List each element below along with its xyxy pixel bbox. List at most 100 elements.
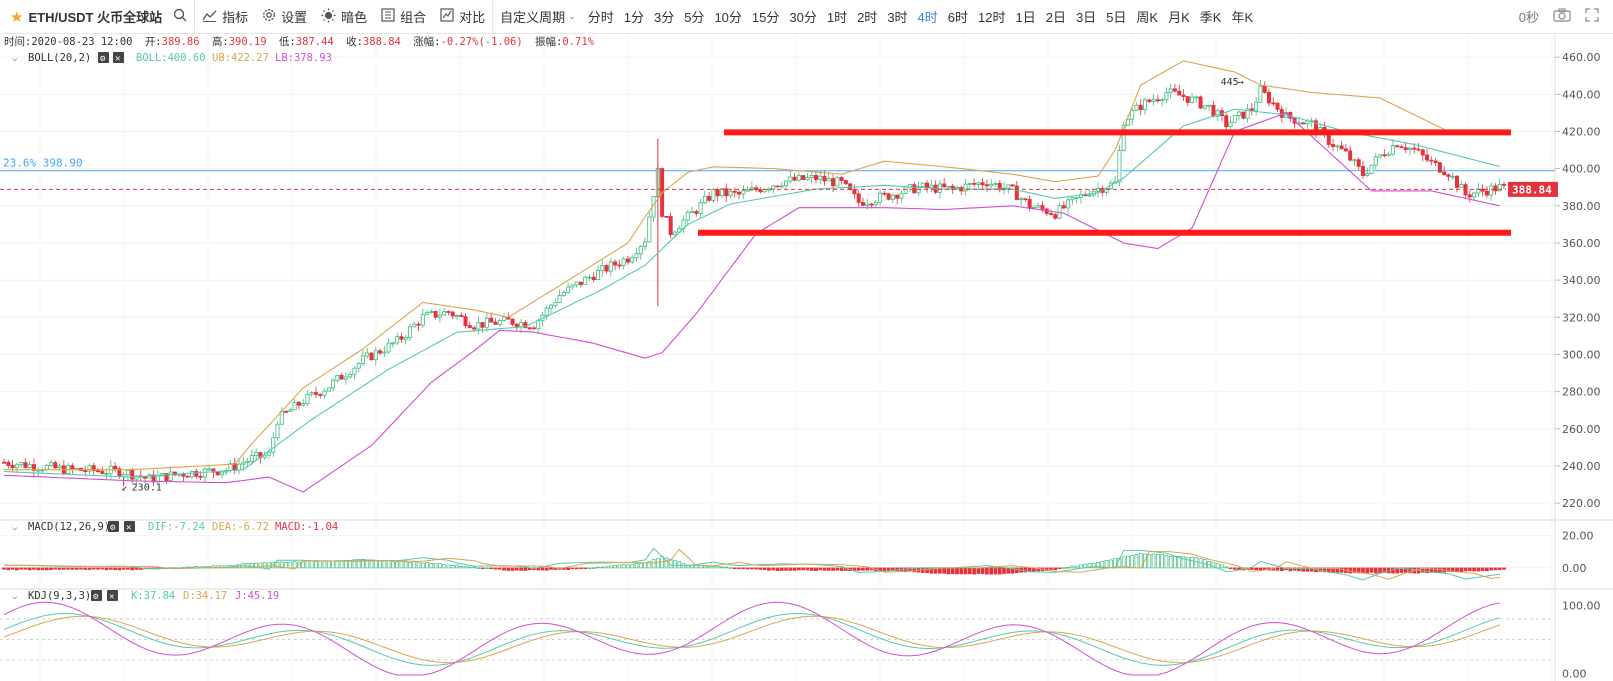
compare-button[interactable]: 对比 — [433, 0, 492, 34]
candle-body — [284, 410, 289, 413]
candle-body — [630, 257, 635, 263]
period-14[interactable]: 2日 — [1045, 10, 1066, 25]
candle-body — [442, 311, 447, 316]
macd-bar — [566, 567, 570, 570]
macd-bar — [91, 567, 96, 570]
macd-bar — [1480, 567, 1485, 572]
camera-icon — [1553, 8, 1571, 25]
boll-close-icon[interactable] — [113, 52, 124, 63]
macd-bar — [1121, 556, 1126, 569]
macd-bar — [797, 567, 801, 571]
period-3[interactable]: 5分 — [684, 10, 705, 25]
period-6[interactable]: 30分 — [789, 10, 817, 25]
candle-body — [843, 180, 848, 185]
period-17[interactable]: 周K — [1136, 10, 1159, 25]
macd-bar — [352, 559, 357, 569]
candle-body — [925, 182, 930, 188]
candle-body — [1407, 147, 1412, 151]
macd-bar — [822, 567, 827, 571]
kdj-axis: 100.00 0.00 — [1562, 599, 1601, 680]
period-8[interactable]: 2时 — [857, 10, 878, 25]
period-13[interactable]: 1日 — [1015, 10, 1036, 25]
candle-body — [600, 265, 605, 271]
macd-bar — [1049, 567, 1053, 570]
chevron-down-icon[interactable]: ⌵ — [12, 523, 18, 533]
candle-body — [1237, 111, 1242, 116]
macd-bar — [506, 567, 511, 571]
macd-bar — [651, 559, 656, 569]
macd-bar — [1305, 567, 1310, 572]
candle-body — [1198, 96, 1203, 109]
candle-body — [1356, 159, 1361, 167]
period-1[interactable]: 1分 — [623, 10, 644, 25]
candle-body — [23, 462, 28, 468]
candle-body — [638, 246, 643, 255]
screenshot-button[interactable] — [1546, 0, 1578, 34]
candle-body — [1202, 104, 1207, 109]
symbol-selector[interactable]: ★ ETH/USDT 火币全球站 — [0, 0, 166, 34]
candle-body — [685, 211, 690, 221]
macd-bar — [1463, 567, 1468, 572]
period-12[interactable]: 12时 — [978, 10, 1006, 25]
candle-body — [215, 471, 220, 476]
macd-bar — [1130, 555, 1135, 569]
period-10[interactable]: 4时 — [917, 10, 938, 25]
macd-bar — [361, 559, 365, 569]
candle-body — [331, 379, 336, 389]
macd-close-icon[interactable] — [124, 521, 135, 532]
combo-button[interactable]: 组合 — [374, 0, 433, 34]
dark-mode-button[interactable]: 暗色 — [314, 0, 374, 34]
candle-body — [570, 284, 575, 288]
candle-body — [339, 374, 344, 380]
candle-body — [19, 462, 24, 466]
settings-button[interactable]: 设置 — [255, 0, 314, 34]
period-4[interactable]: 10分 — [714, 10, 742, 25]
kdj-close-icon[interactable] — [107, 590, 118, 601]
high-mark-label: 445 — [1221, 77, 1239, 88]
period-5[interactable]: 15分 — [751, 10, 780, 25]
custom-period-dropdown[interactable]: 自定义周期 ⌄ — [493, 0, 583, 34]
macd-bar — [288, 561, 293, 569]
candle-body — [878, 192, 883, 203]
period-18[interactable]: 月K — [1168, 10, 1190, 25]
period-19[interactable]: 季K — [1199, 10, 1222, 25]
candle-body — [1160, 99, 1165, 102]
macd-bar — [1014, 567, 1019, 574]
favorite-star-icon[interactable]: ★ — [10, 8, 24, 26]
boll-ub-value: UB:422.27 — [212, 52, 269, 64]
candle-body — [420, 314, 425, 326]
chevron-down-icon[interactable]: ⌵ — [12, 592, 18, 602]
candle-body — [27, 464, 32, 468]
macd-bar — [1297, 567, 1301, 572]
indicators-button[interactable]: 指标 — [195, 0, 255, 34]
macd-bar — [583, 567, 588, 570]
period-20[interactable]: 年K — [1231, 10, 1254, 25]
chevron-down-icon[interactable]: ⌵ — [12, 54, 18, 64]
boll-settings-gear-icon[interactable] — [98, 52, 109, 63]
search-button[interactable] — [166, 0, 194, 34]
macd-bar — [1164, 555, 1169, 569]
candle-body — [1040, 205, 1045, 210]
macd-bar — [1254, 567, 1258, 571]
candle-body — [168, 471, 173, 481]
period-2[interactable]: 3分 — [653, 10, 675, 25]
macd-histogram — [2, 553, 1506, 575]
candle-body — [365, 352, 370, 357]
period-0[interactable]: 分时 — [587, 10, 614, 25]
macd-bar — [1143, 553, 1147, 569]
period-11[interactable]: 6时 — [947, 10, 969, 25]
low-mark-arrow: ↙ — [122, 482, 128, 493]
candle-body — [104, 472, 109, 475]
period-15[interactable]: 3日 — [1075, 10, 1097, 25]
fullscreen-button[interactable] — [1578, 0, 1613, 34]
period-9[interactable]: 3时 — [887, 10, 908, 25]
macd-bar — [1190, 557, 1194, 569]
kdj-settings-gear-icon[interactable] — [91, 590, 102, 601]
period-16[interactable]: 5日 — [1106, 10, 1127, 25]
period-7[interactable]: 1时 — [826, 10, 848, 25]
macd-bar — [1057, 567, 1062, 570]
macd-bar — [1126, 555, 1130, 569]
candle-body — [49, 462, 54, 466]
macd-settings-gear-icon[interactable] — [108, 521, 119, 532]
chart-area[interactable]: 460.00 440.00 420.00 400.00 380.00 360.00 340.… — [0, 34, 1613, 681]
